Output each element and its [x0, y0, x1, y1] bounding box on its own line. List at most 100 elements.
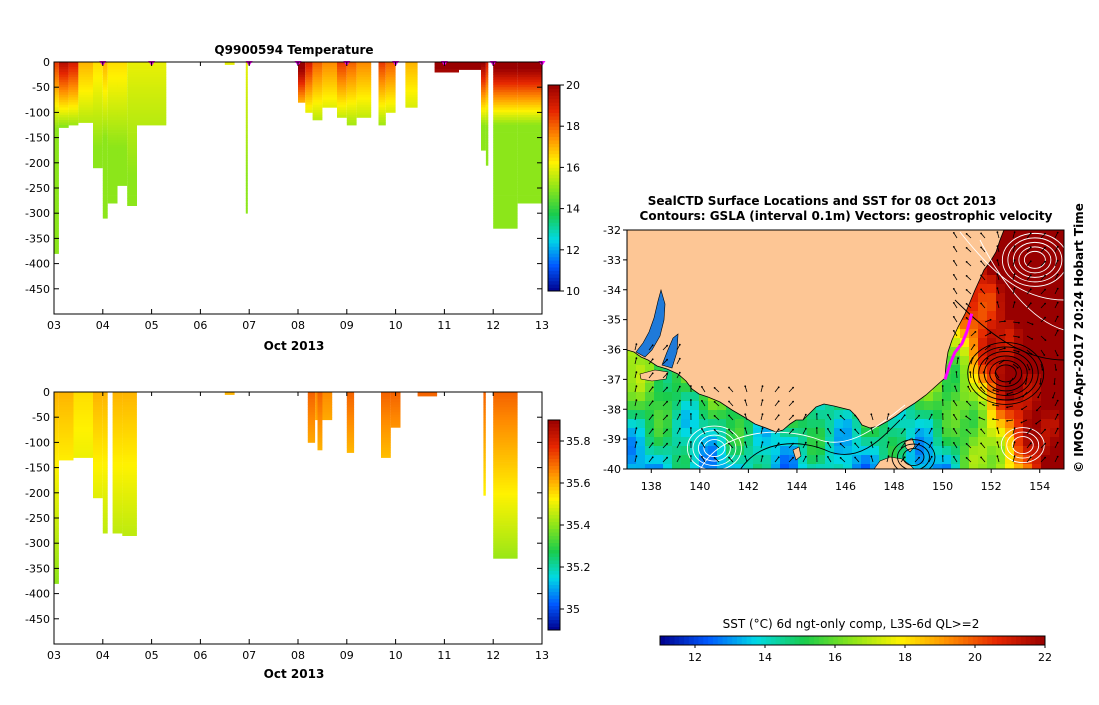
profile-cell [493, 468, 517, 471]
salinity-y-tick: -150 [25, 462, 50, 475]
colorbar-cell [699, 636, 704, 645]
profile-cell [381, 440, 391, 443]
profile-cell [347, 77, 357, 80]
velocity-vector-head [1057, 288, 1059, 290]
profile-cell [391, 407, 401, 410]
profile-cell [357, 97, 372, 100]
profile-cell [54, 508, 59, 511]
sst-cell [636, 446, 646, 456]
profile-cell [493, 115, 517, 118]
profile-cell [103, 400, 108, 403]
profile-cell [318, 397, 323, 400]
profile-cell [308, 432, 315, 435]
latitude-tick: -40 [603, 463, 621, 476]
velocity-vector-head [636, 385, 638, 387]
profile-cell [108, 153, 118, 156]
temperature-colorbar-tick: 20 [566, 79, 580, 92]
sst-cell [1014, 338, 1024, 348]
temperature-colorbar-tick: 16 [566, 161, 580, 174]
profile-cell [313, 67, 323, 70]
profile-cell [122, 508, 137, 511]
profile-cell [103, 138, 108, 141]
profile-cell [493, 211, 517, 214]
velocity-vector-head [690, 441, 692, 443]
profile-cell [54, 221, 59, 224]
profile-cell [486, 140, 488, 143]
profile-cell [93, 440, 103, 443]
profile-cell [78, 120, 93, 123]
sst-cell [1032, 329, 1042, 339]
sst-cell [654, 401, 664, 411]
sst-cell [1032, 338, 1042, 348]
latitude-tick: -37 [603, 373, 621, 386]
profile-cell [103, 458, 108, 461]
profile-cell [93, 160, 103, 163]
profile-cell [103, 395, 108, 398]
profile-cell [103, 500, 108, 503]
sst-cell [978, 419, 988, 429]
velocity-vector-head [701, 428, 703, 430]
sst-cell [627, 374, 637, 384]
profile-cell [493, 410, 517, 413]
salinity-x-tick: 08 [291, 649, 305, 662]
velocity-vector-head [1054, 383, 1056, 385]
profile-cell [246, 150, 248, 153]
map-canvas [627, 230, 1069, 475]
profile-cell [74, 417, 94, 420]
profile-cell [483, 488, 485, 491]
profile-cell [122, 445, 137, 448]
profile-cell [113, 430, 123, 433]
profile-cell [54, 251, 59, 254]
profile-cell [137, 82, 166, 85]
profile-cell [486, 163, 488, 166]
sst-cell [933, 419, 943, 429]
profile-cell [108, 178, 118, 181]
profile-cell [493, 90, 517, 93]
profile-cell [93, 105, 103, 108]
temperature-profiles [54, 62, 542, 254]
velocity-vector-head [636, 455, 638, 457]
colorbar-cell [548, 462, 560, 466]
profile-cell [103, 468, 108, 471]
profile-cell [379, 100, 386, 103]
profile-cell [93, 65, 103, 68]
profile-cell [127, 148, 137, 151]
profile-cell [298, 77, 305, 80]
colorbar-cell [828, 636, 833, 645]
colorbar-cell [548, 420, 560, 424]
profile-cell [518, 90, 542, 93]
profile-cell [59, 115, 69, 118]
profile-cell [483, 478, 485, 481]
profile-cell [59, 112, 69, 115]
velocity-vector-head [942, 441, 944, 443]
profile-cell [127, 188, 137, 191]
profile-cell [108, 198, 118, 201]
imos-side-label: © IMOS 06-Apr-2017 20:24 Hobart Time [1072, 203, 1086, 473]
profile-cell [54, 427, 59, 430]
profile-cell [103, 168, 108, 171]
colorbar-cell [548, 246, 560, 250]
velocity-vector-head [918, 457, 920, 459]
profile-cell [481, 82, 486, 85]
profile-cell [117, 107, 127, 110]
salinity-x-tick: 10 [389, 649, 403, 662]
sst-cell [987, 419, 997, 429]
profile-cell [54, 117, 59, 120]
profile-cell [54, 410, 59, 413]
colorbar-cell [548, 466, 560, 470]
profile-cell [54, 556, 59, 559]
profile-cell [108, 158, 118, 161]
velocity-vector-head [983, 371, 985, 373]
sst-cell [663, 446, 673, 456]
profile-cell [59, 422, 74, 425]
profile-cell [347, 397, 354, 400]
profile-cell [93, 110, 103, 113]
profile-cell [337, 87, 347, 90]
velocity-vector-head [714, 387, 716, 389]
salinity-x-tick: 06 [193, 649, 207, 662]
colorbar-cell [548, 599, 560, 603]
profile-cell [113, 450, 123, 453]
velocity-vector-head [966, 443, 968, 445]
profile-cell [493, 170, 517, 173]
temperature-panel: Q9900594 Temperature 0 -50 -100 -150 -20… [25, 43, 580, 353]
